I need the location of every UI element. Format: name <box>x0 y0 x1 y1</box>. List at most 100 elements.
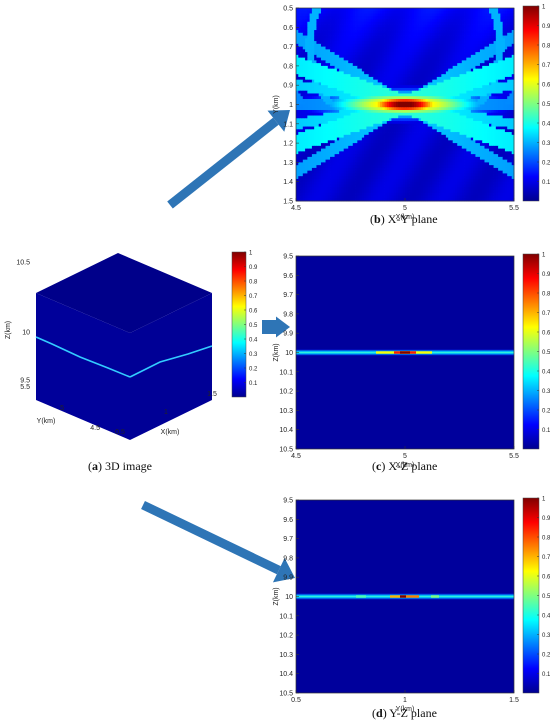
heatmap-cell <box>473 145 476 150</box>
heatmap-cell <box>443 10 447 14</box>
heatmap-cell <box>305 71 308 75</box>
heatmap-cell <box>445 32 449 36</box>
heatmap-cell <box>382 35 385 39</box>
heatmap-cell <box>450 87 454 92</box>
heatmap-cell <box>377 68 381 72</box>
heatmap-cell <box>420 101 424 105</box>
heatmap-cell <box>475 123 479 127</box>
heatmap-cell <box>445 54 449 59</box>
heatmap-cell <box>305 30 308 34</box>
heatmap-cell <box>425 148 429 152</box>
heatmap-cell <box>436 46 440 50</box>
heatmap-cell <box>498 90 501 94</box>
heatmap-cell <box>305 140 308 144</box>
heatmap-cell <box>395 57 399 61</box>
heatmap-cell <box>511 27 515 31</box>
heatmap-cell <box>386 49 390 53</box>
heatmap-cell <box>330 8 333 12</box>
heatmap-cell <box>373 27 376 31</box>
heatmap-cell <box>402 52 406 56</box>
heatmap-cell <box>454 74 458 78</box>
heatmap-cell <box>423 30 426 34</box>
heatmap-cell <box>473 85 476 89</box>
heatmap-cell <box>457 16 460 20</box>
heatmap-cell <box>348 57 351 61</box>
heatmap-cell <box>357 143 360 147</box>
heatmap-cell <box>298 134 301 138</box>
heatmap-cell <box>323 13 326 17</box>
heatmap-cell <box>477 46 481 50</box>
heatmap-cell <box>454 71 458 75</box>
heatmap-cell <box>459 137 463 141</box>
heatmap-cell <box>409 93 413 97</box>
heatmap-cell <box>314 16 317 20</box>
heatmap-cell <box>314 112 317 116</box>
heatmap-cell <box>359 148 363 152</box>
heatmap-cell <box>511 87 515 92</box>
heatmap-cell <box>368 148 372 152</box>
heatmap-cell <box>461 19 465 23</box>
heatmap-cell <box>411 126 415 130</box>
heatmap-cell <box>348 82 351 86</box>
heatmap-cell <box>296 32 299 36</box>
heatmap-cell <box>341 13 345 17</box>
heatmap-cell <box>345 60 349 64</box>
heatmap-cell <box>400 38 404 42</box>
heatmap-cell <box>382 85 385 89</box>
heatmap-cell <box>377 148 381 152</box>
heatmap-cell <box>436 110 440 114</box>
heatmap-cell <box>375 74 379 78</box>
heatmap-cell <box>493 104 497 108</box>
heatmap-cell <box>511 145 515 150</box>
heatmap-cell <box>339 65 342 70</box>
heatmap-cell <box>459 54 463 59</box>
heatmap-cell <box>370 112 374 116</box>
heatmap-cell <box>366 79 370 83</box>
heatmap-cell <box>325 104 329 108</box>
heatmap-cell <box>316 10 320 14</box>
heatmap-cell <box>477 96 481 100</box>
heatmap-cell <box>384 74 388 78</box>
heatmap-cell <box>357 21 360 25</box>
heatmap-cell <box>502 43 506 47</box>
heatmap-cell <box>441 93 445 97</box>
heatmap-cell <box>452 148 456 152</box>
heatmap-cell <box>382 49 385 53</box>
heatmap-cell <box>450 13 454 17</box>
heatmap-cell <box>364 126 367 130</box>
heatmap-cell <box>355 27 358 31</box>
heatmap-cell <box>314 96 317 100</box>
heatmap-cell <box>429 63 433 67</box>
heatmap-cell <box>445 71 449 75</box>
heatmap-cell <box>439 101 442 105</box>
heatmap-cell <box>377 79 381 83</box>
heatmap-cell <box>355 107 358 111</box>
heatmap-cell <box>395 46 399 50</box>
heatmap-cell <box>507 121 510 125</box>
heatmap-cell <box>370 143 374 147</box>
heatmap-cell <box>436 118 440 122</box>
heatmap-cell <box>384 63 388 67</box>
heatmap-cell <box>423 107 426 111</box>
heatmap-cell <box>423 27 426 31</box>
heatmap-cell <box>405 65 408 70</box>
heatmap-cell <box>436 60 440 64</box>
heatmap-cell <box>502 85 506 89</box>
heatmap-cell <box>350 63 354 67</box>
heatmap-cell <box>448 140 451 144</box>
heatmap-cell <box>464 129 467 133</box>
heatmap-cell <box>461 145 465 150</box>
heatmap-cell <box>400 112 404 116</box>
heatmap-cell <box>484 19 488 23</box>
heatmap-cell <box>466 46 469 50</box>
heatmap-cell <box>359 32 363 36</box>
heatmap-cell <box>495 63 499 67</box>
heatmap-cell <box>493 19 497 23</box>
heatmap-cell <box>423 121 426 125</box>
heatmap-cell <box>470 118 474 122</box>
heatmap-cell <box>357 74 360 78</box>
heatmap-cell <box>336 143 340 147</box>
heatmap-cell <box>445 115 449 119</box>
heatmap-cell <box>470 35 474 39</box>
heatmap-cell <box>311 115 315 119</box>
